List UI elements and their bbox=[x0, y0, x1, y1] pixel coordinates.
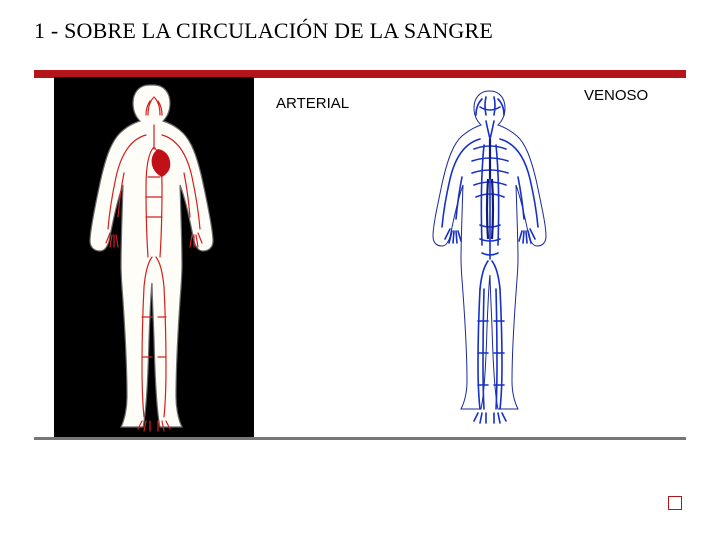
corner-box-icon bbox=[668, 496, 682, 510]
label-arterial: ARTERIAL bbox=[276, 95, 349, 112]
page-title: 1 - SOBRE LA CIRCULACIÓN DE LA SANGRE bbox=[34, 18, 686, 44]
panel-arterial: ARTERIAL bbox=[34, 77, 360, 437]
bottom-rule bbox=[34, 437, 686, 440]
figure-venoso bbox=[402, 85, 578, 433]
figure-arterial bbox=[54, 77, 254, 437]
slide: 1 - SOBRE LA CIRCULACIÓN DE LA SANGRE bbox=[0, 0, 720, 540]
label-venoso: VENOSO bbox=[584, 87, 648, 104]
content-area: ARTERIAL bbox=[34, 77, 686, 437]
panel-venoso: VENOSO bbox=[360, 77, 686, 437]
